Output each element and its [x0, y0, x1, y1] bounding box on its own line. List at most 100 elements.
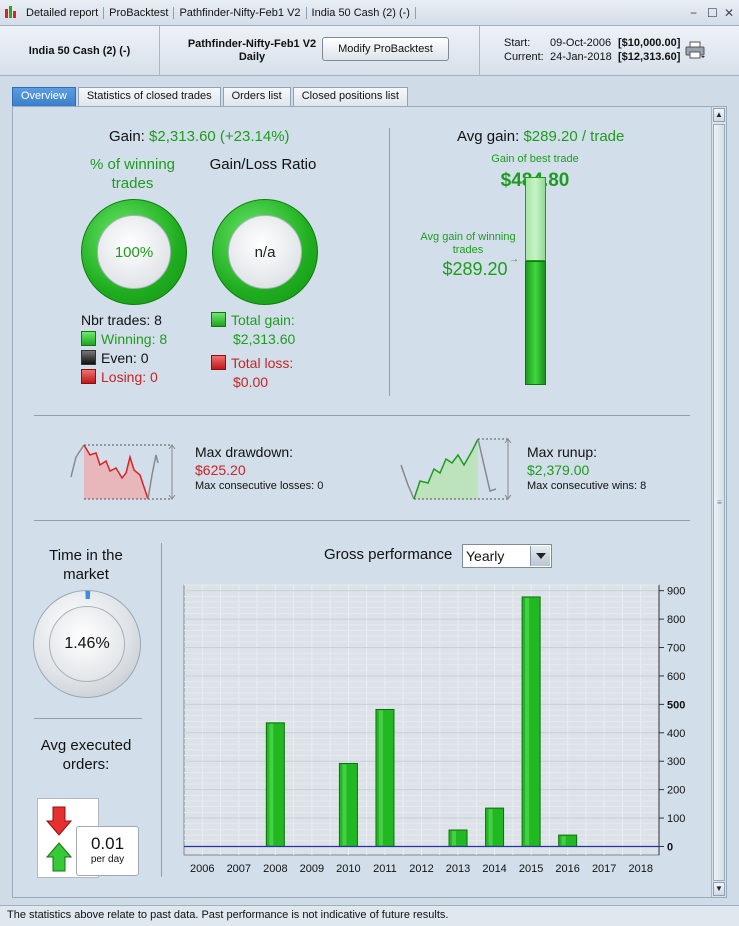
section-divider-4: [34, 718, 142, 719]
bar-2015: [521, 596, 541, 847]
winning-percent-gauge: 100%: [81, 199, 187, 305]
bar-highlight: [488, 809, 493, 846]
avg-winning-label: Avg gain of winning trades: [420, 231, 516, 256]
bar-highlight: [561, 836, 566, 846]
strategy-section: Pathfinder-Nifty-Feb1 V2 Daily Modify Pr…: [160, 26, 480, 76]
even-legend-icon: [81, 350, 96, 365]
gain-loss-totals: Total gain: $2,313.60 Total loss: $0.00: [211, 311, 295, 392]
x-tick-label: 2016: [555, 863, 579, 875]
avg-gain-bar: [525, 177, 546, 385]
avg-winning-value: $289.20: [442, 259, 508, 279]
scroll-thumb[interactable]: ≡: [713, 124, 725, 881]
even-count: Even: 0: [101, 350, 149, 366]
chevron-down-icon[interactable]: [530, 546, 550, 566]
even-count-row: Even: 0: [81, 349, 167, 368]
x-tick-label: 2009: [300, 863, 324, 875]
runup-block: Max runup: $2,379.00 Max consecutive win…: [527, 443, 646, 493]
drawdown-value: $625.20: [195, 462, 246, 478]
vertical-scrollbar[interactable]: ▲ ≡ ▼: [711, 107, 726, 897]
bar-highlight: [342, 764, 347, 846]
breadcrumb-strategy[interactable]: Pathfinder-Nifty-Feb1 V2: [174, 6, 307, 19]
y-tick-label: 300: [667, 756, 685, 768]
start-value: [$10,000.00]: [618, 37, 681, 49]
performance-title: Gross performance: [324, 546, 453, 563]
start-label: Start:: [504, 37, 531, 49]
scroll-down-icon[interactable]: ▼: [713, 882, 725, 896]
time-in-market-title: Time in the market: [49, 547, 123, 583]
gain-loss-ratio-title: Gain/Loss Ratio: [209, 156, 317, 173]
close-icon[interactable]: ✕: [724, 6, 735, 20]
winning-percent-title: % of winning trades: [89, 156, 176, 192]
best-trade-label: Gain of best trade: [491, 153, 579, 165]
total-gain-value: $2,313.60: [233, 331, 296, 347]
avg-gain-summary: Avg gain: $289.20 / trade: [457, 128, 697, 145]
drawdown-sparkline-icon: [70, 444, 176, 500]
tab-closed-positions[interactable]: Closed positions list: [292, 87, 408, 106]
report-tabs: Overview Statistics of closed trades Ord…: [12, 87, 410, 107]
bar-highlight: [378, 710, 383, 846]
gross-performance-chart: 0 100 200 300 400 500 600 700 800 900 2006 2007 2008…: [183, 584, 685, 875]
minimize-icon[interactable]: −: [690, 6, 698, 20]
y-tick-label: 600: [667, 671, 685, 683]
total-loss-row: Total loss:: [211, 354, 295, 373]
y-tick-label: 900: [667, 586, 685, 598]
bar-highlight: [452, 830, 457, 846]
y-tick-label: 500: [667, 699, 685, 711]
section-divider-1: [34, 415, 690, 416]
report-header: India 50 Cash (2) (-) Pathfinder-Nifty-F…: [0, 26, 739, 76]
winning-legend-icon: [81, 331, 96, 346]
avg-orders-unit: per day: [90, 854, 125, 865]
chart-app-icon: [4, 5, 18, 20]
gain-loss-ratio-value: n/a: [228, 215, 302, 289]
current-label: Current:: [504, 51, 544, 63]
maximize-icon[interactable]: ☐: [707, 6, 718, 20]
tab-statistics[interactable]: Statistics of closed trades: [77, 87, 221, 106]
bar-2010: [338, 762, 358, 847]
trade-counts: Nbr trades: 8 Winning: 8 Even: 0 Losing:…: [81, 311, 167, 387]
runup-value: $2,379.00: [527, 462, 590, 478]
current-date: 24-Jan-2018: [550, 51, 612, 63]
printer-icon[interactable]: [685, 41, 705, 59]
bar-2011: [375, 708, 395, 847]
buy-sell-arrows-icon: [46, 806, 72, 872]
tab-orders-list[interactable]: Orders list: [222, 87, 291, 106]
tab-overview[interactable]: Overview: [12, 87, 76, 106]
y-tick-label: 800: [667, 614, 685, 626]
x-tick-label: 2015: [519, 863, 543, 875]
losing-legend-icon: [81, 369, 96, 384]
avg-executed-orders-title: Avg executed orders:: [40, 737, 132, 773]
breadcrumb-probacktest[interactable]: ProBacktest: [104, 6, 175, 19]
avg-gain-fill: [525, 261, 546, 385]
gain-loss-ratio-gauge: n/a: [212, 199, 318, 305]
y-tick-label: 100: [667, 813, 685, 825]
y-tick-label: 0: [667, 841, 673, 853]
overview-panel: Gain: $2,313.60 (+23.14%) % of winning t…: [12, 106, 727, 898]
total-loss-value: $0.00: [233, 374, 269, 390]
modify-probacktest-button[interactable]: Modify ProBacktest: [322, 37, 449, 61]
nbr-trades: Nbr trades: 8: [81, 312, 162, 328]
bar-2016: [558, 834, 578, 847]
total-gain-icon: [211, 312, 226, 327]
gain-summary: Gain: $2,313.60 (+23.14%): [109, 128, 309, 145]
bar-highlight: [525, 597, 530, 846]
x-tick-label: 2011: [373, 863, 397, 875]
time-in-market-value: 1.46%: [49, 606, 125, 682]
best-trade-bar: [525, 177, 546, 261]
breadcrumb-detailed-report[interactable]: Detailed report: [21, 6, 105, 19]
breadcrumb-instrument[interactable]: India 50 Cash (2) (-): [307, 6, 416, 19]
period-select[interactable]: Yearly: [462, 544, 552, 568]
section-divider: [389, 128, 390, 396]
period-selected: Yearly: [466, 548, 505, 564]
avg-orders-value: 0.01: [90, 834, 125, 853]
x-tick-label: 2017: [592, 863, 616, 875]
winning-count-row: Winning: 8: [81, 330, 167, 349]
bar-2014: [485, 807, 505, 847]
current-value: [$12,313.60]: [618, 51, 681, 63]
instrument-name: India 50 Cash (2) (-): [0, 26, 160, 76]
avg-pointer-icon: →: [509, 254, 519, 265]
losing-count: Losing: 0: [101, 369, 158, 385]
total-gain-label: Total gain:: [231, 312, 295, 328]
time-in-market-gauge: 1.46%: [33, 590, 141, 698]
scroll-up-icon[interactable]: ▲: [713, 108, 725, 122]
drawdown-label: Max drawdown:: [195, 444, 294, 460]
